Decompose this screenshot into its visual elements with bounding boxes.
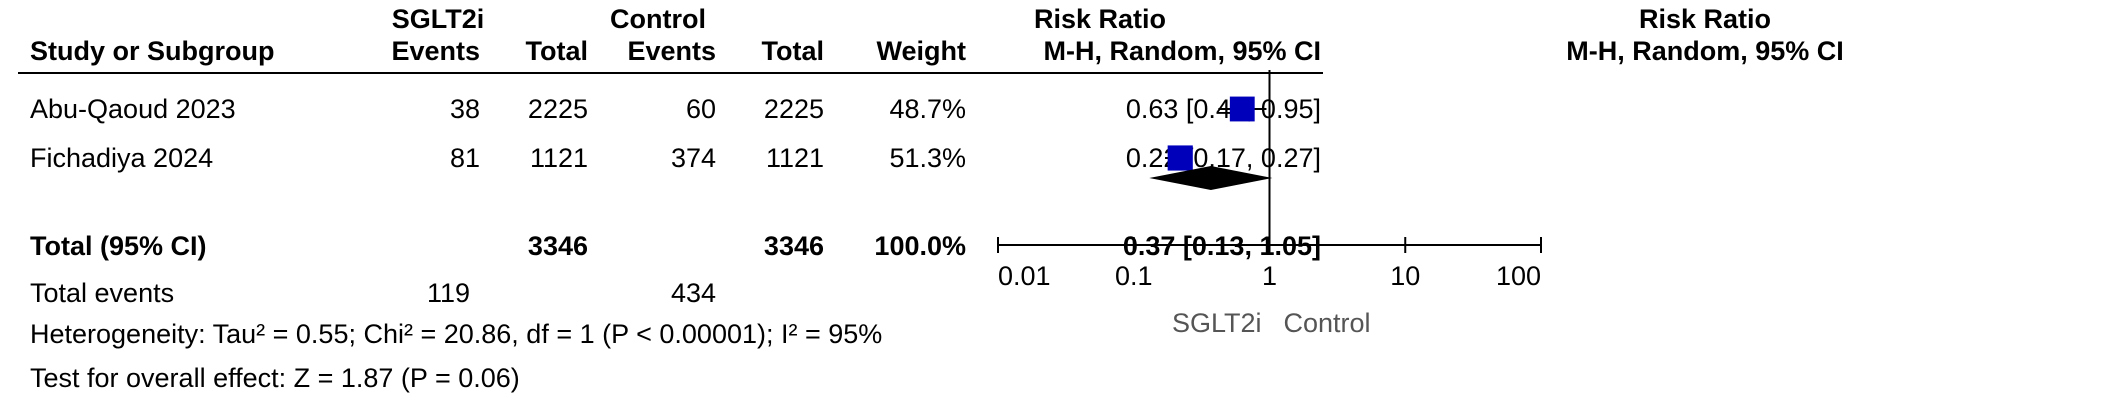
total-events-label: Total events — [30, 278, 175, 308]
group1-header: SGLT2i — [391, 4, 485, 34]
weight-header: Weight — [876, 36, 967, 66]
study-name: Abu-Qaoud 2023 — [30, 94, 236, 124]
study-column-header: Study or Subgroup — [30, 36, 275, 66]
axis-tick-label: 0.01 — [998, 261, 1051, 291]
header-rule — [18, 72, 1323, 74]
total-events1: 119 — [426, 278, 470, 308]
events2-value: 60 — [685, 94, 716, 124]
axis-tick-label: 1 — [1262, 261, 1277, 291]
plot-method-header: M-H, Random, 95% CI — [1566, 36, 1844, 66]
events1-value: 81 — [449, 143, 480, 173]
total1-value: 2225 — [527, 94, 588, 124]
events1-value: 38 — [449, 94, 480, 124]
total1-value: 1121 — [529, 143, 588, 173]
total2-value: 2225 — [763, 94, 824, 124]
total-label: Total (95% CI) — [30, 231, 207, 261]
total1-sum: 3346 — [527, 231, 588, 261]
method-header: M-H, Random, 95% CI — [1043, 36, 1321, 66]
weight-value: 48.7% — [889, 94, 966, 124]
total1-header: Total — [525, 36, 589, 66]
total2-value: 1121 — [765, 143, 824, 173]
total2-sum: 3346 — [763, 231, 824, 261]
total-events2: 434 — [670, 278, 716, 308]
pooled-diamond — [1149, 166, 1273, 190]
study-marker — [1229, 96, 1255, 122]
total2-header: Total — [761, 36, 825, 66]
overall-effect-test: Test for overall effect: Z = 1.87 (P = 0… — [30, 363, 520, 393]
weight-value: 51.3% — [889, 143, 966, 173]
group2-header: Control — [610, 4, 706, 34]
axis-tick-label: 100 — [1496, 261, 1541, 291]
plot-effect-header: Risk Ratio — [1638, 4, 1772, 34]
axis-tick-label: 10 — [1390, 261, 1420, 291]
events2-header: Events — [627, 36, 716, 66]
favours-right-label: Control — [1284, 308, 1371, 338]
risk-ratio-ci: 0.22 [0.17, 0.27] — [1125, 143, 1321, 173]
total-weight: 100.0% — [874, 231, 966, 261]
favours-left-label: SGLT2i — [1172, 308, 1262, 338]
study-name: Fichadiya 2024 — [30, 143, 214, 173]
heterogeneity-stats: Heterogeneity: Tau² = 0.55; Chi² = 20.86… — [30, 319, 883, 349]
axis-tick-label: 0.1 — [1115, 261, 1153, 291]
events1-header: Events — [391, 36, 480, 66]
study-marker — [1167, 145, 1193, 171]
events2-value: 374 — [670, 143, 716, 173]
table-effect-header: Risk Ratio — [1033, 4, 1167, 34]
